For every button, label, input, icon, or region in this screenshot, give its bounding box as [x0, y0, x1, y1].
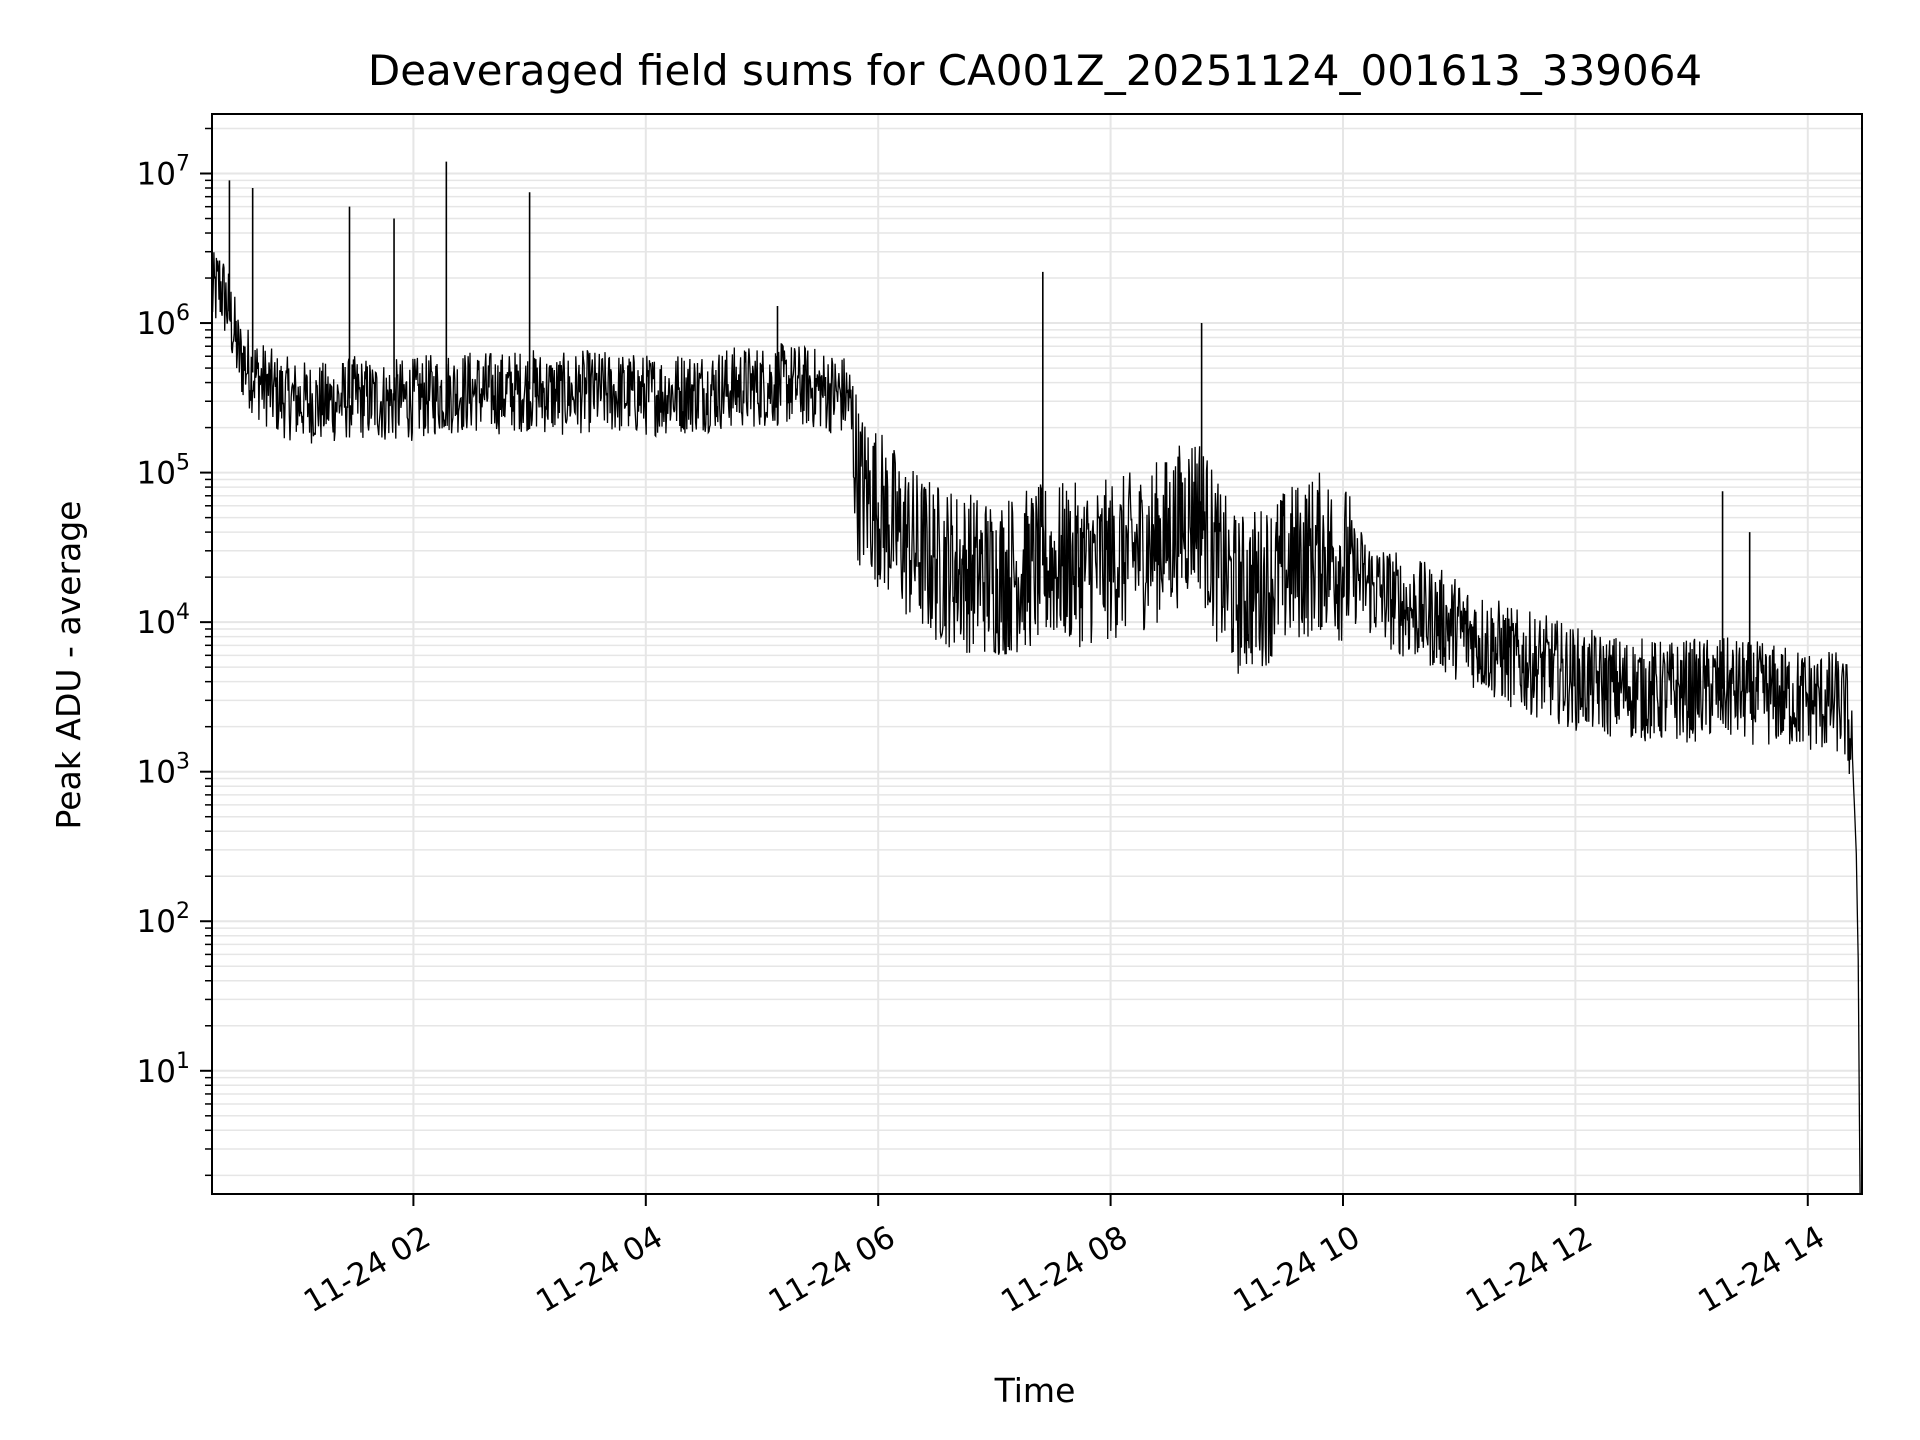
y-axis: 101 102 103 104 105 106 107: [137, 127, 212, 1177]
x-axis-label: Time: [994, 1371, 1076, 1410]
y-tick-label: 104: [137, 600, 190, 641]
series-line-group: [211, 161, 1861, 1195]
y-tick-label: 105: [137, 451, 190, 492]
y-tick-label: 107: [137, 152, 190, 193]
y-axis-label: Peak ADU - average: [49, 501, 88, 830]
chart-title: Deaveraged field sums for CA001Z_2025112…: [368, 46, 1702, 95]
y-tick-label: 106: [137, 301, 190, 342]
y-tick-label: 103: [137, 750, 190, 791]
series-line: [211, 252, 1861, 1195]
plot-frame: [211, 113, 1863, 1195]
y-tick-label: 101: [137, 1049, 190, 1090]
y-tick-label: 102: [137, 899, 190, 940]
